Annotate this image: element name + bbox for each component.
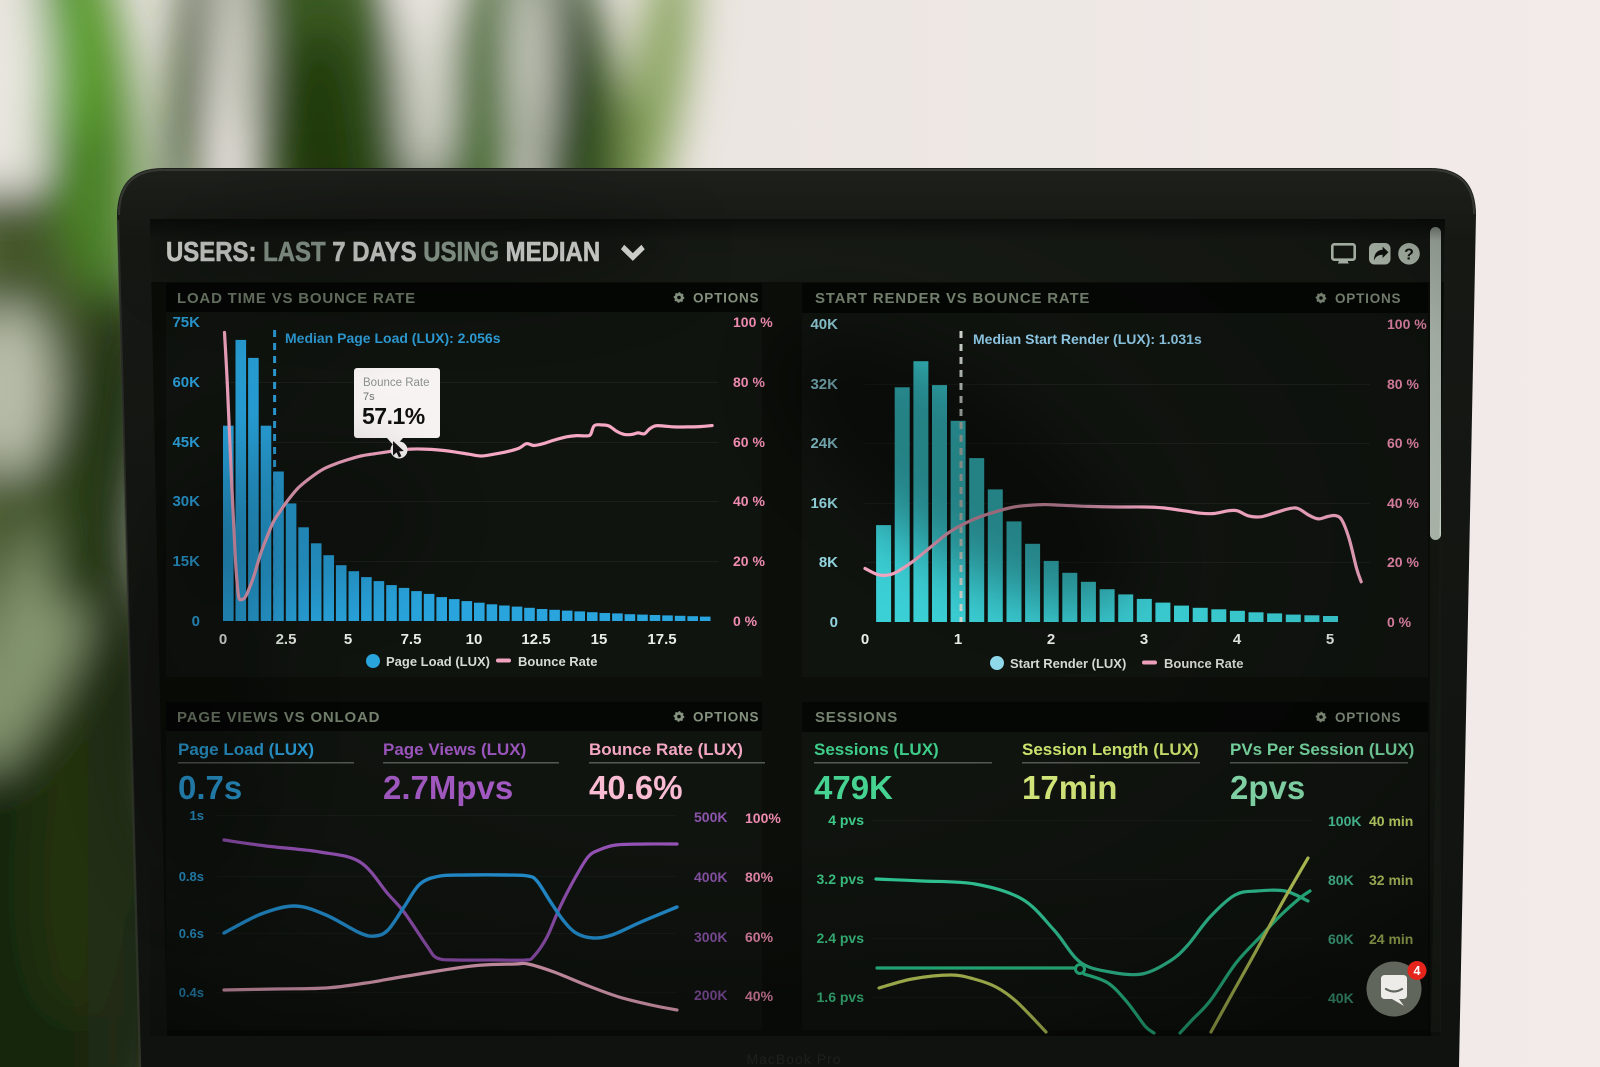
svg-text:7.5: 7.5	[401, 631, 422, 648]
svg-text:100K: 100K	[1328, 813, 1361, 829]
svg-text:16K: 16K	[810, 495, 838, 512]
svg-text:60%: 60%	[745, 929, 774, 945]
svg-text:OPTIONS: OPTIONS	[1335, 291, 1401, 306]
svg-text:LOAD TIME VS BOUNCE RATE: LOAD TIME VS BOUNCE RATE	[177, 290, 416, 307]
svg-text:300K: 300K	[694, 929, 727, 945]
svg-text:2pvs: 2pvs	[1230, 769, 1305, 806]
svg-text:OPTIONS: OPTIONS	[693, 710, 759, 725]
svg-text:40 min: 40 min	[1369, 813, 1413, 829]
svg-text:15: 15	[591, 631, 608, 648]
svg-text:Median Start Render (LUX): 1.0: Median Start Render (LUX): 1.031s	[973, 331, 1202, 347]
svg-text:100 %: 100 %	[733, 314, 773, 330]
svg-text:7s: 7s	[363, 391, 375, 403]
svg-text:12.5: 12.5	[521, 631, 550, 648]
svg-text:479K: 479K	[814, 769, 893, 806]
svg-text:80%: 80%	[745, 869, 774, 885]
svg-text:100%: 100%	[745, 810, 781, 826]
svg-text:SESSIONS: SESSIONS	[815, 709, 898, 726]
svg-text:0: 0	[830, 614, 838, 631]
svg-text:60 %: 60 %	[733, 434, 765, 450]
svg-text:40 %: 40 %	[733, 493, 765, 509]
svg-text:10: 10	[466, 631, 483, 648]
svg-text:2: 2	[1047, 631, 1055, 648]
svg-text:60K: 60K	[172, 374, 200, 391]
svg-text:MacBook Pro: MacBook Pro	[746, 1051, 841, 1067]
svg-text:OPTIONS: OPTIONS	[1335, 710, 1401, 725]
svg-text:Sessions (LUX): Sessions (LUX)	[814, 740, 939, 759]
svg-text:2.7Mpvs: 2.7Mpvs	[383, 769, 513, 806]
svg-text:24K: 24K	[810, 435, 838, 452]
svg-text:0 %: 0 %	[733, 613, 758, 629]
svg-text:500K: 500K	[694, 809, 727, 825]
svg-text:40.6%: 40.6%	[589, 769, 683, 806]
svg-text:2.5: 2.5	[276, 631, 297, 648]
svg-text:OPTIONS: OPTIONS	[693, 291, 759, 306]
svg-text:0: 0	[219, 631, 227, 648]
svg-text:32 min: 32 min	[1369, 872, 1413, 888]
svg-text:17.5: 17.5	[647, 631, 676, 648]
svg-text:0.4s: 0.4s	[179, 985, 204, 1000]
svg-text:200K: 200K	[694, 987, 727, 1003]
svg-text:3: 3	[1140, 631, 1148, 648]
svg-text:1.6 pvs: 1.6 pvs	[817, 989, 865, 1005]
svg-text:?: ?	[1404, 246, 1414, 263]
svg-text:0.8s: 0.8s	[179, 869, 204, 884]
svg-text:Bounce Rate: Bounce Rate	[1164, 656, 1243, 671]
svg-text:3.2 pvs: 3.2 pvs	[817, 871, 865, 887]
svg-text:Page Views (LUX): Page Views (LUX)	[383, 740, 526, 759]
svg-text:Median Page Load (LUX): 2.056s: Median Page Load (LUX): 2.056s	[285, 330, 501, 346]
svg-text:8K: 8K	[819, 554, 838, 571]
svg-text:32K: 32K	[810, 376, 838, 393]
svg-text:Page Load (LUX): Page Load (LUX)	[178, 740, 314, 759]
svg-text:Bounce Rate: Bounce Rate	[518, 654, 597, 669]
svg-text:0: 0	[861, 631, 869, 648]
svg-text:400K: 400K	[694, 869, 727, 885]
svg-text:2.4 pvs: 2.4 pvs	[817, 930, 865, 946]
svg-text:1s: 1s	[190, 808, 204, 823]
svg-text:100 %: 100 %	[1387, 316, 1427, 332]
svg-text:Start Render (LUX): Start Render (LUX)	[1010, 656, 1126, 671]
svg-text:PAGE VIEWS VS ONLOAD: PAGE VIEWS VS ONLOAD	[177, 709, 380, 726]
svg-text:40%: 40%	[745, 988, 774, 1004]
svg-text:START RENDER VS BOUNCE RATE: START RENDER VS BOUNCE RATE	[815, 290, 1090, 307]
svg-text:80K: 80K	[1328, 872, 1354, 888]
svg-text:40K: 40K	[1328, 990, 1354, 1006]
svg-text:24 min: 24 min	[1369, 931, 1413, 947]
svg-text:80 %: 80 %	[733, 374, 765, 390]
svg-text:5: 5	[344, 631, 352, 648]
svg-text:40K: 40K	[810, 316, 838, 333]
svg-text:1: 1	[954, 631, 962, 648]
svg-text:PVs Per Session (LUX): PVs Per Session (LUX)	[1230, 740, 1414, 759]
svg-text:15K: 15K	[172, 553, 200, 570]
svg-text:45K: 45K	[172, 434, 200, 451]
svg-text:Bounce Rate (LUX): Bounce Rate (LUX)	[589, 740, 743, 759]
svg-text:5: 5	[1326, 631, 1334, 648]
svg-text:0 %: 0 %	[1387, 614, 1412, 630]
svg-text:Session Length (LUX): Session Length (LUX)	[1022, 740, 1199, 759]
svg-text:20 %: 20 %	[1387, 554, 1419, 570]
svg-text:30K: 30K	[172, 493, 200, 510]
svg-text:60K: 60K	[1328, 931, 1354, 947]
svg-text:Bounce Rate: Bounce Rate	[363, 377, 430, 389]
svg-text:60 %: 60 %	[1387, 435, 1419, 451]
svg-text:4 pvs: 4 pvs	[828, 812, 864, 828]
svg-text:0.7s: 0.7s	[178, 769, 242, 806]
svg-text:4: 4	[1233, 631, 1242, 648]
svg-text:40 %: 40 %	[1387, 495, 1419, 511]
svg-text:0: 0	[192, 613, 200, 630]
svg-text:4: 4	[1414, 964, 1421, 978]
svg-text:20 %: 20 %	[733, 553, 765, 569]
svg-text:75K: 75K	[172, 314, 200, 331]
svg-text:80 %: 80 %	[1387, 376, 1419, 392]
svg-text:17min: 17min	[1022, 769, 1117, 806]
svg-text:0.6s: 0.6s	[179, 926, 204, 941]
svg-text:Page Load (LUX): Page Load (LUX)	[386, 654, 490, 669]
svg-text:57.1%: 57.1%	[362, 403, 425, 429]
